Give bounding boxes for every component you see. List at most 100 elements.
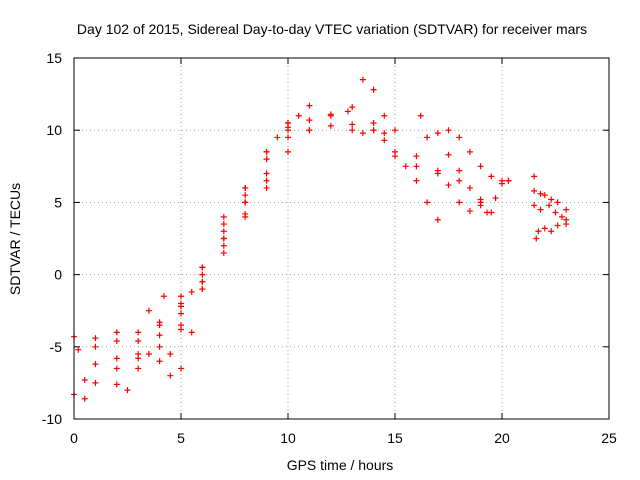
x-tick-label: 15 xyxy=(387,430,403,446)
series-track-5 xyxy=(113,134,281,394)
series-track-3 xyxy=(75,104,388,353)
data-point xyxy=(413,153,420,160)
x-tick-label: 5 xyxy=(177,430,185,446)
data-point xyxy=(327,111,334,118)
data-point xyxy=(242,192,249,199)
series-track-7 xyxy=(156,127,313,365)
data-point xyxy=(274,134,281,141)
data-point xyxy=(188,329,195,336)
data-point xyxy=(548,196,555,203)
data-point xyxy=(306,127,313,134)
data-point xyxy=(199,264,206,271)
data-point xyxy=(563,206,570,213)
data-point xyxy=(381,112,388,119)
data-point xyxy=(558,213,565,220)
data-point xyxy=(145,351,152,358)
plot-frame xyxy=(73,57,610,420)
series-track-2 xyxy=(71,102,351,350)
data-point xyxy=(285,127,291,134)
data-point xyxy=(135,365,142,372)
data-point xyxy=(552,209,559,216)
data-point xyxy=(178,322,184,329)
data-point xyxy=(456,167,463,174)
data-point xyxy=(75,346,82,353)
data-point xyxy=(541,225,548,232)
data-point xyxy=(445,151,452,158)
data-point xyxy=(263,184,270,191)
data-point xyxy=(92,379,99,386)
data-points xyxy=(71,76,570,402)
series-track-9 xyxy=(349,127,499,216)
data-point xyxy=(477,163,484,170)
data-point xyxy=(466,148,473,155)
series-track-4 xyxy=(81,112,302,384)
data-point xyxy=(220,228,227,235)
x-tick-label: 10 xyxy=(280,430,296,446)
data-point xyxy=(263,148,270,155)
y-tick-label: -5 xyxy=(50,339,63,355)
data-point xyxy=(263,170,270,177)
data-point xyxy=(434,130,441,137)
grid-lines xyxy=(74,58,609,419)
data-point xyxy=(548,228,555,235)
data-point xyxy=(359,130,366,137)
data-point xyxy=(199,286,206,293)
data-point xyxy=(178,310,184,317)
data-point xyxy=(344,108,351,115)
data-point xyxy=(531,187,538,194)
data-point xyxy=(466,208,473,215)
data-point xyxy=(220,249,227,256)
data-point xyxy=(156,332,163,339)
data-point xyxy=(424,134,431,141)
data-point xyxy=(92,335,99,342)
data-point xyxy=(81,377,88,384)
data-point xyxy=(392,153,398,160)
x-tick-label: 25 xyxy=(601,430,617,446)
data-point xyxy=(392,127,398,134)
data-point xyxy=(220,235,227,242)
data-point xyxy=(242,184,249,191)
data-point xyxy=(492,195,499,202)
series-track-14 xyxy=(537,202,570,223)
data-point xyxy=(434,167,441,174)
data-point xyxy=(370,119,377,126)
data-point xyxy=(349,104,356,111)
data-point xyxy=(537,190,544,197)
data-point xyxy=(359,76,366,83)
data-point xyxy=(295,112,302,119)
data-point xyxy=(220,213,227,220)
data-point xyxy=(417,112,424,119)
data-point xyxy=(242,199,249,206)
y-tick-label: 10 xyxy=(46,122,62,138)
data-point xyxy=(349,127,356,134)
series-track-6 xyxy=(167,134,291,379)
data-point xyxy=(156,358,163,365)
data-point xyxy=(424,199,431,206)
x-tick-label: 0 xyxy=(70,430,78,446)
data-point xyxy=(188,288,195,295)
data-point xyxy=(92,343,99,350)
data-point xyxy=(554,222,561,229)
y-axis-label: SDTVAR / TECUs xyxy=(7,183,23,295)
data-point xyxy=(466,184,473,191)
data-point xyxy=(370,86,377,93)
data-point xyxy=(263,177,270,184)
data-point xyxy=(145,307,152,314)
data-point xyxy=(135,351,142,358)
data-point xyxy=(285,134,291,141)
data-point xyxy=(113,365,120,372)
y-tick-label: 15 xyxy=(46,50,62,66)
x-tick-label: 20 xyxy=(494,430,510,446)
data-point xyxy=(535,228,542,235)
data-point xyxy=(199,271,206,278)
data-point xyxy=(178,300,184,307)
data-point xyxy=(156,322,163,329)
series-track-10 xyxy=(370,127,441,223)
data-point xyxy=(285,119,291,126)
data-point xyxy=(381,137,388,144)
data-point xyxy=(220,242,227,249)
data-point xyxy=(554,199,561,206)
data-point xyxy=(537,206,544,213)
y-tick-label: -10 xyxy=(42,411,62,427)
